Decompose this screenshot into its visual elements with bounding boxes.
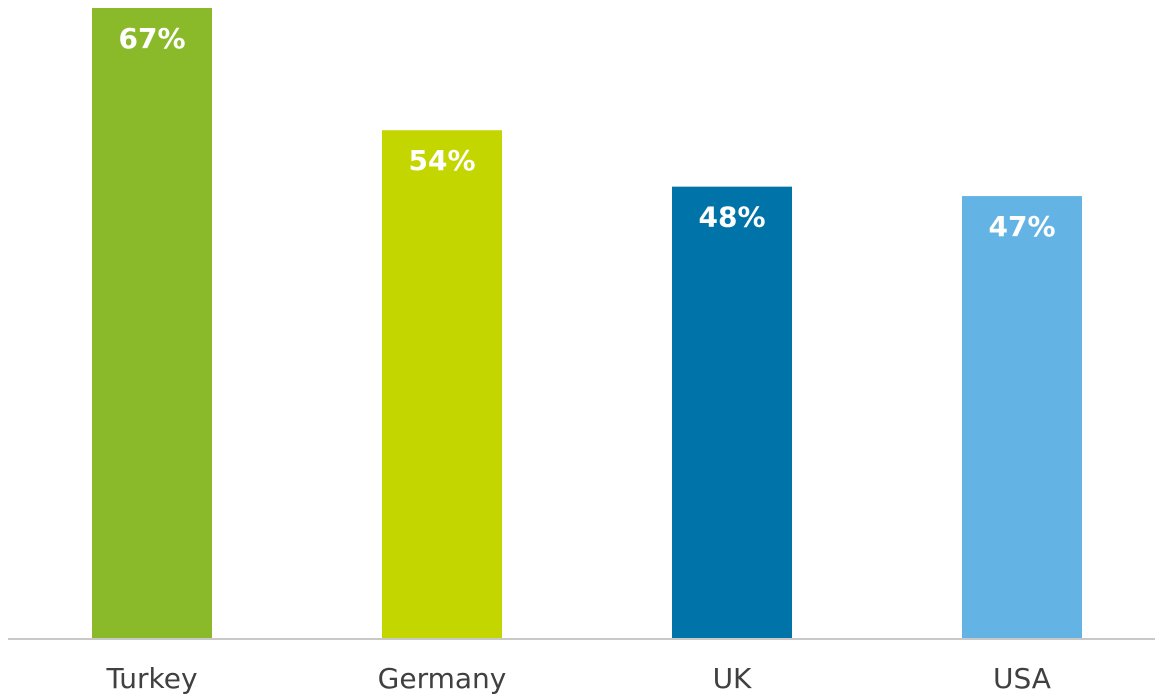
data-label-turkey: 67% xyxy=(118,22,185,55)
data-label-usa: 47% xyxy=(988,210,1055,243)
data-label-uk: 48% xyxy=(698,201,765,234)
x-tick-labels: Turkey Germany UK USA xyxy=(105,662,1051,695)
x-tick-label-germany: Germany xyxy=(378,662,507,695)
bar-uk xyxy=(672,186,792,638)
bar-germany xyxy=(382,130,502,638)
bar-turkey xyxy=(92,8,212,638)
x-tick-label-uk: UK xyxy=(713,662,752,695)
data-label-germany: 54% xyxy=(408,144,475,177)
x-tick-label-turkey: Turkey xyxy=(105,662,197,695)
bar-usa xyxy=(962,196,1082,639)
x-tick-label-usa: USA xyxy=(993,662,1051,695)
bars-group: 67% 54% 48% 47% xyxy=(92,8,1082,639)
